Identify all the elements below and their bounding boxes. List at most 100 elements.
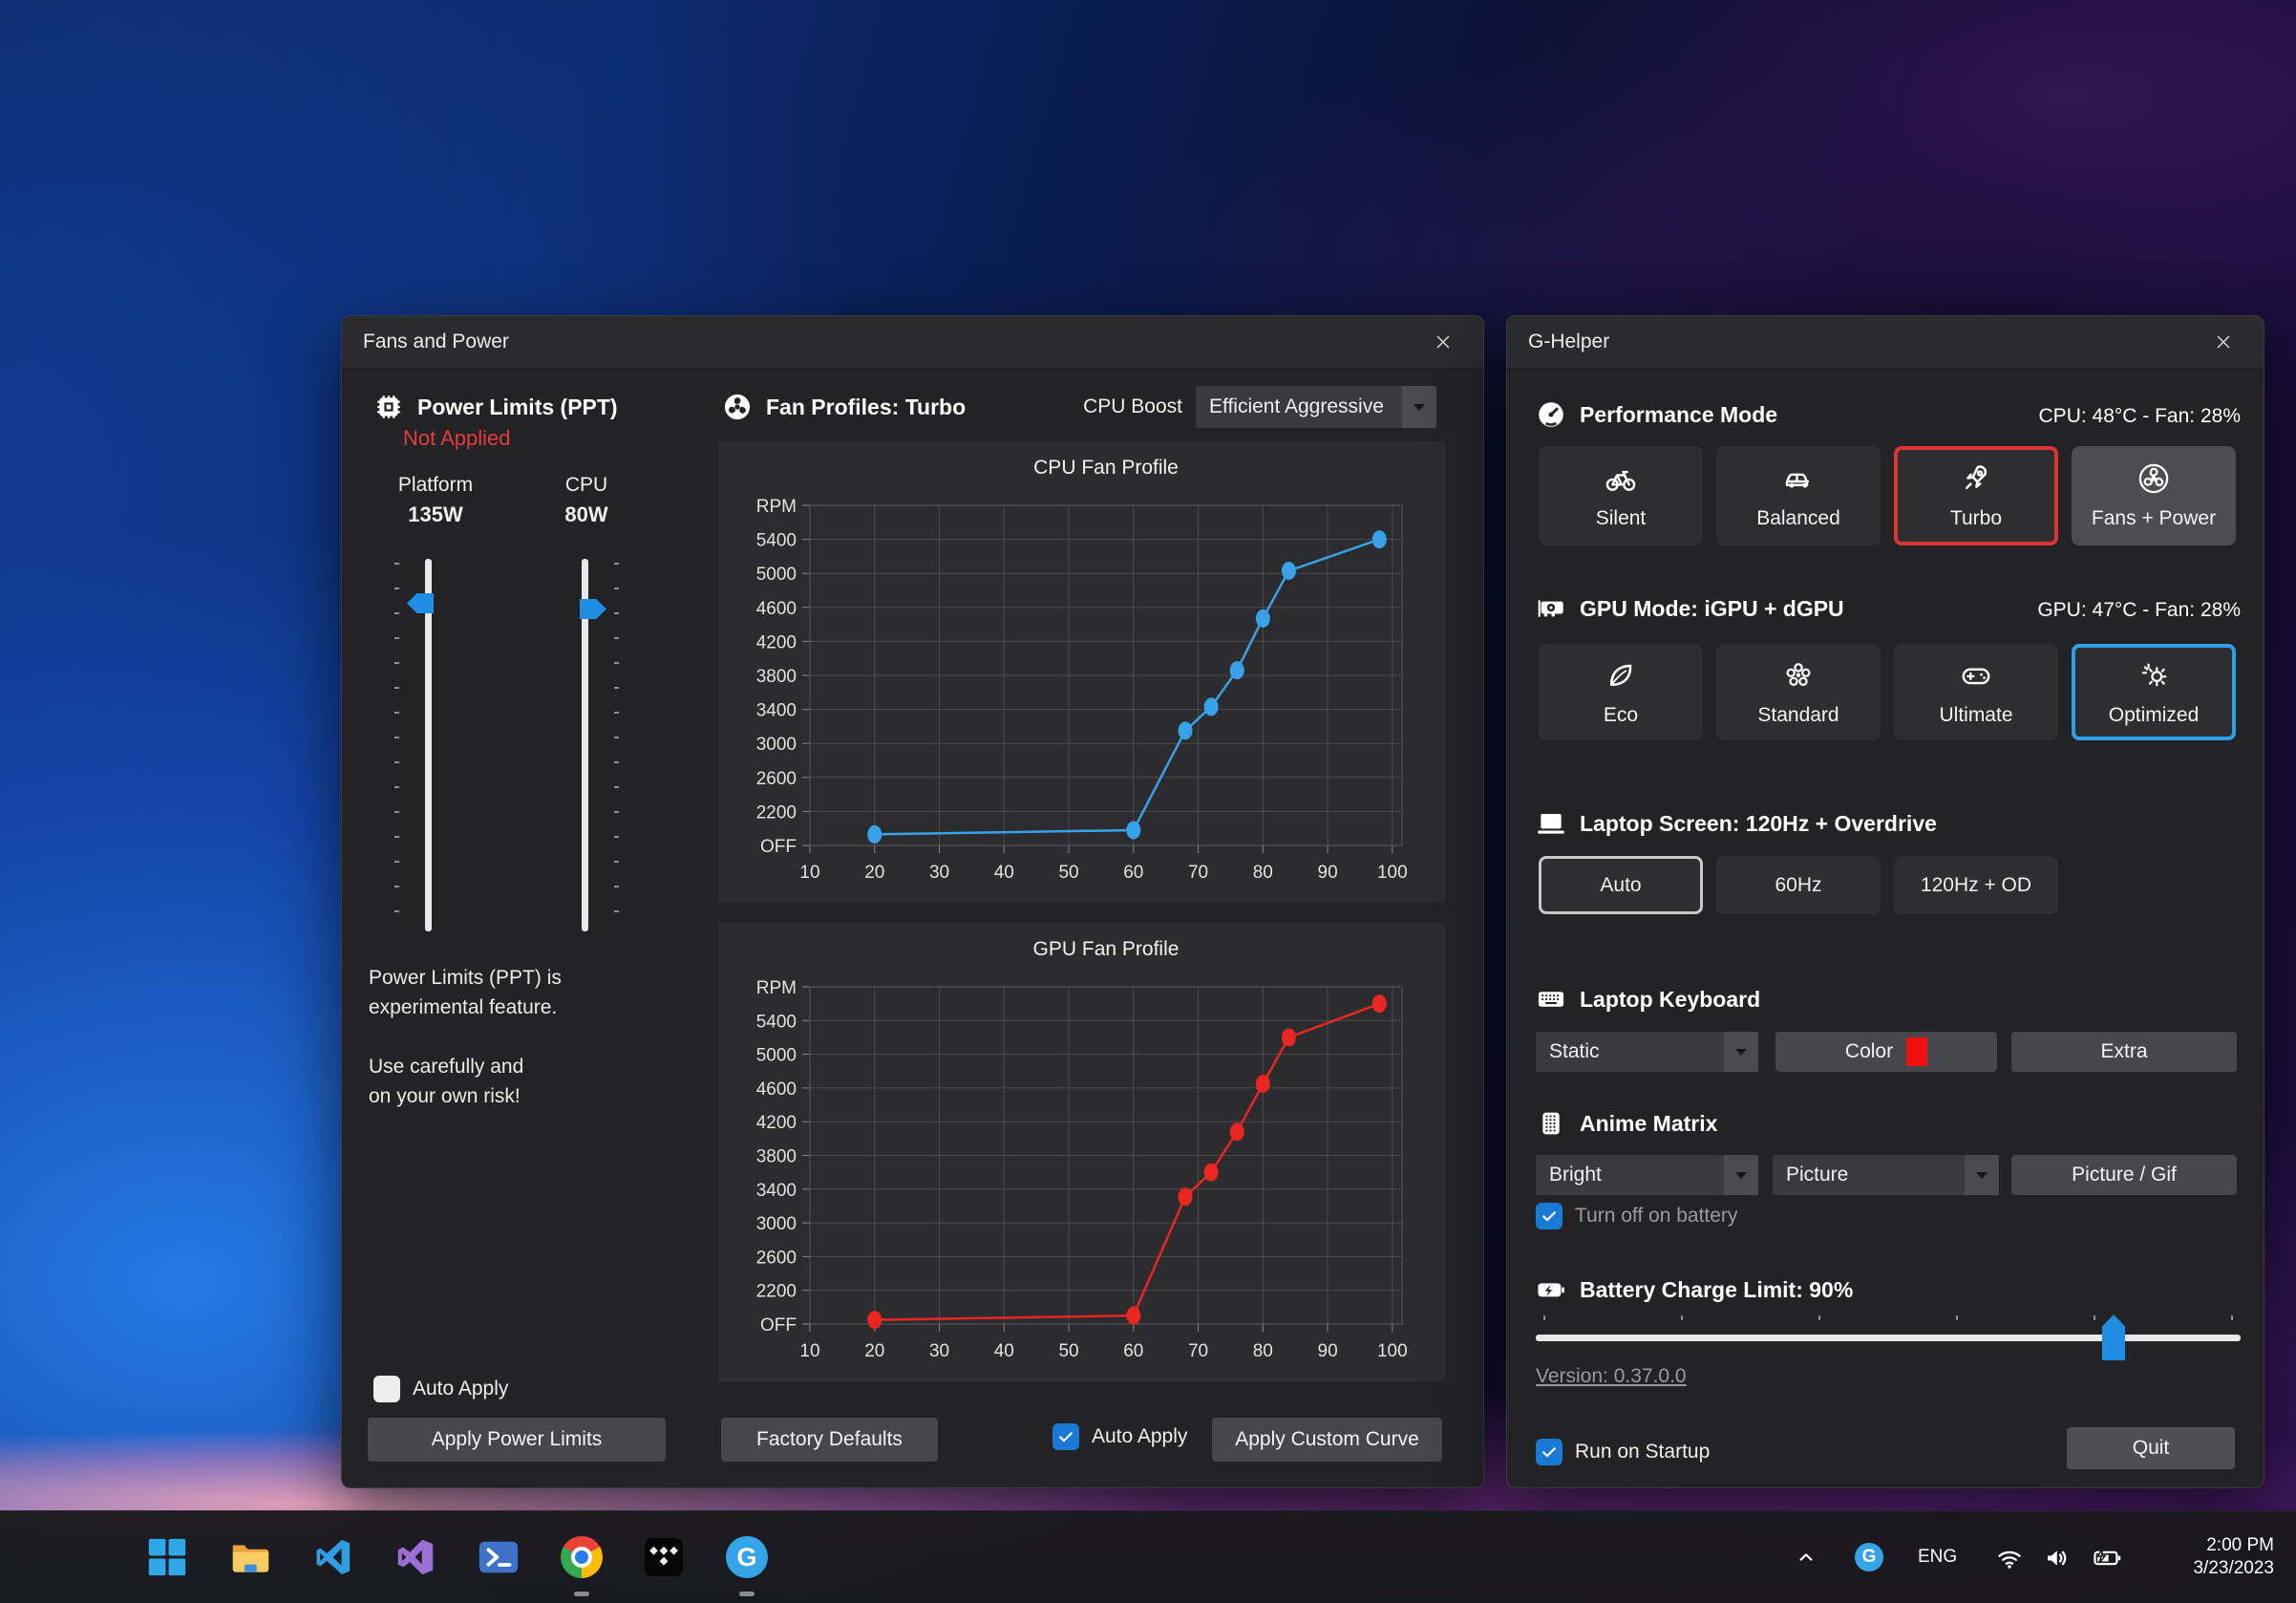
svg-text:100: 100	[1377, 863, 1408, 883]
laptop-screen-header: Laptop Screen: 120Hz + Overdrive	[1536, 808, 1937, 839]
cpu-boost-dropdown[interactable]: Efficient Aggressive	[1196, 386, 1436, 428]
flower-icon	[1786, 662, 1811, 686]
clock-time: 2:00 PM	[2206, 1535, 2274, 1555]
platform-value: 135W	[408, 502, 463, 526]
fan-icon	[2138, 463, 2169, 494]
screen-120hz-od-button[interactable]: 120Hz + OD	[1894, 856, 2058, 914]
svg-text:3000: 3000	[756, 1214, 797, 1234]
fans-window-title: Fans and Power	[363, 331, 509, 353]
gpu-mode-ultimate-button[interactable]: Ultimate	[1894, 644, 2058, 740]
run-on-startup-checkbox[interactable]: Run on Startup	[1536, 1439, 1710, 1465]
taskbar-clock[interactable]: 2:00 PM 3/23/2023	[2193, 1534, 2274, 1580]
chevron-down-icon[interactable]	[1965, 1155, 1999, 1195]
tray-expand-chevron-icon[interactable]	[1792, 1543, 1820, 1571]
vscode-icon[interactable]	[310, 1535, 354, 1579]
checkbox-checked-icon[interactable]	[1536, 1203, 1563, 1229]
visual-studio-icon[interactable]	[393, 1535, 437, 1579]
cpu-watts-slider[interactable]	[552, 559, 619, 931]
fans-window-body: Power Limits (PPT) Not Applied Platform …	[342, 369, 1483, 1487]
gpu-mode-optimized-button[interactable]: Optimized	[2072, 644, 2236, 740]
keyboard-extra-button[interactable]: Extra	[2011, 1032, 2237, 1072]
battery-bolt-icon	[1538, 1283, 1564, 1297]
cpu-slider-thumb[interactable]	[580, 599, 606, 619]
cpu-fan-curve-chart[interactable]: CPU Fan Profile OFF 2200 2600 3000 3400 3800 42…	[718, 441, 1445, 903]
fans-window-titlebar[interactable]: Fans and Power	[342, 316, 1483, 369]
anime-mode-dropdown[interactable]: Picture	[1773, 1155, 1999, 1195]
cpu-label: CPU	[564, 474, 608, 496]
quit-button[interactable]: Quit	[2067, 1427, 2235, 1469]
gpu-card-icon	[1538, 600, 1563, 617]
picture-gif-button[interactable]: Picture / Gif	[2011, 1155, 2237, 1195]
svg-text:3000: 3000	[756, 735, 797, 755]
anime-brightness-dropdown[interactable]: Bright	[1536, 1155, 1758, 1195]
chrome-icon[interactable]	[560, 1535, 604, 1579]
checkbox-unchecked-icon[interactable]	[373, 1376, 400, 1402]
screen-auto-button[interactable]: Auto	[1539, 856, 1703, 914]
g-helper-titlebar[interactable]: G-Helper	[1507, 316, 2264, 369]
close-icon[interactable]	[1424, 323, 1462, 361]
perf-mode-silent-button[interactable]: Silent	[1539, 446, 1703, 545]
power-auto-apply-checkbox[interactable]: Auto Apply	[373, 1376, 508, 1402]
chevron-down-icon[interactable]	[1724, 1155, 1758, 1195]
version-link[interactable]: Version: 0.37.0.0	[1536, 1365, 1687, 1387]
volume-icon[interactable]	[2042, 1543, 2073, 1573]
gpu-mode-eco-button[interactable]: Eco	[1539, 644, 1703, 740]
anime-matrix-header: Anime Matrix	[1536, 1108, 1717, 1139]
car-icon	[1785, 473, 1810, 488]
anime-mode-value: Picture	[1786, 1164, 1849, 1186]
close-icon[interactable]	[2204, 323, 2243, 361]
anime-brightness-value: Bright	[1549, 1164, 1602, 1186]
checkbox-checked-icon[interactable]	[1052, 1423, 1079, 1450]
battery-charge-limit-header: Battery Charge Limit: 90%	[1536, 1274, 1853, 1305]
platform-slider-thumb[interactable]	[407, 593, 434, 613]
chevron-down-icon[interactable]	[1402, 386, 1436, 428]
factory-defaults-button[interactable]: Factory Defaults	[721, 1418, 938, 1462]
perf-mode-turbo-button[interactable]: Turbo	[1894, 446, 2058, 545]
apply-power-limits-button[interactable]: Apply Power Limits	[368, 1418, 666, 1462]
battery-charging-icon[interactable]	[2090, 1543, 2124, 1573]
svg-text:4600: 4600	[756, 599, 797, 619]
platform-watts-slider[interactable]	[394, 559, 461, 931]
perf-mode-balanced-button[interactable]: Balanced	[1716, 446, 1881, 545]
cpu-chip-icon	[377, 395, 400, 418]
checkbox-checked-icon[interactable]	[1536, 1439, 1563, 1465]
screen-60hz-button[interactable]: 60Hz	[1716, 856, 1881, 914]
apply-custom-curve-button[interactable]: Apply Custom Curve	[1212, 1418, 1442, 1462]
chevron-down-icon[interactable]	[1724, 1032, 1758, 1072]
keyboard-mode-value: Static	[1549, 1040, 1600, 1062]
language-indicator[interactable]: ENG	[1918, 1547, 1958, 1567]
tidal-icon[interactable]	[642, 1535, 686, 1579]
svg-text:4600: 4600	[756, 1079, 797, 1100]
svg-text:3400: 3400	[756, 701, 797, 721]
svg-text:GPU Fan Profile: GPU Fan Profile	[1033, 938, 1180, 960]
svg-text:2200: 2200	[756, 1282, 797, 1302]
g-helper-icon[interactable]: G	[725, 1535, 769, 1579]
gauge-icon	[1539, 402, 1563, 427]
anime-matrix-heading: Anime Matrix	[1580, 1110, 1718, 1136]
gpu-mode-standard-button[interactable]: Standard	[1716, 644, 1881, 740]
anime-battery-checkbox[interactable]: Turn off on battery	[1536, 1203, 1737, 1229]
sparkle-gear-icon	[2141, 662, 2167, 686]
svg-text:OFF: OFF	[760, 837, 797, 857]
keyboard-color-button[interactable]: Color	[1775, 1032, 1997, 1072]
g-helper-tray-icon[interactable]: G	[1855, 1543, 1883, 1571]
svg-text:OFF: OFF	[760, 1315, 797, 1336]
color-swatch	[1906, 1037, 1928, 1066]
gpu-mode-heading: GPU Mode: iGPU + dGPU	[1580, 595, 1844, 621]
battery-charge-limit-slider[interactable]	[1536, 1314, 2241, 1365]
laptop-keyboard-heading: Laptop Keyboard	[1580, 986, 1761, 1012]
keyboard-mode-dropdown[interactable]: Static	[1536, 1032, 1758, 1072]
windows-start-icon[interactable]	[145, 1535, 189, 1579]
gpu-fan-curve-chart[interactable]: GPU Fan Profile OFF 2200 2600 3000 3400 3800 42…	[718, 923, 1445, 1381]
gamepad-icon	[1962, 668, 1990, 684]
file-explorer-icon[interactable]	[228, 1535, 272, 1579]
battery-slider-thumb[interactable]	[2102, 1314, 2125, 1360]
g-helper-title: G-Helper	[1528, 331, 1610, 353]
wifi-icon[interactable]	[1994, 1543, 2025, 1573]
powershell-icon[interactable]	[477, 1535, 521, 1579]
svg-text:RPM: RPM	[756, 978, 797, 998]
curve-auto-apply-checkbox[interactable]: Auto Apply	[1052, 1423, 1187, 1450]
perf-mode-fans-power-button[interactable]: Fans + Power	[2072, 446, 2236, 545]
svg-text:2600: 2600	[756, 1248, 797, 1268]
